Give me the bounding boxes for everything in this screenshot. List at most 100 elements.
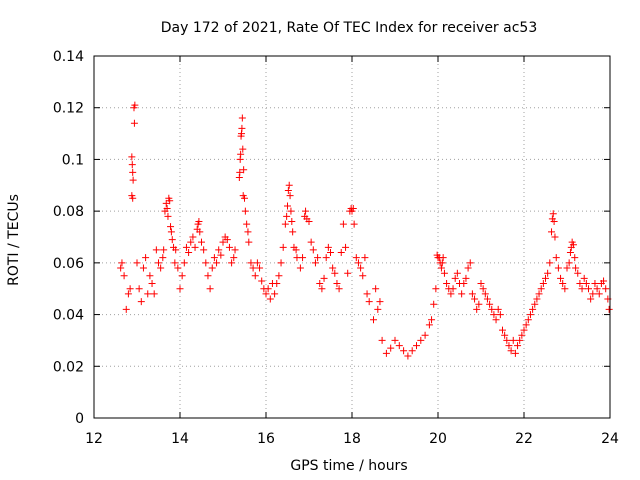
data-point xyxy=(453,269,461,277)
data-point xyxy=(289,228,297,236)
data-point xyxy=(171,259,179,267)
data-point xyxy=(126,285,134,293)
data-point xyxy=(516,336,524,344)
data-point xyxy=(458,290,466,298)
data-point xyxy=(251,272,259,280)
data-point xyxy=(475,300,483,308)
data-point xyxy=(440,269,448,277)
data-point xyxy=(150,290,158,298)
data-point xyxy=(551,233,559,241)
data-point xyxy=(376,298,384,306)
data-point xyxy=(320,274,328,282)
data-point xyxy=(359,272,367,280)
data-point xyxy=(382,349,390,357)
data-point xyxy=(361,254,369,262)
chart-title: Day 172 of 2021, Rate Of TEC Index for r… xyxy=(161,20,537,36)
data-point xyxy=(249,264,257,272)
data-point xyxy=(580,274,588,282)
data-point xyxy=(130,119,138,127)
data-point xyxy=(206,285,214,293)
data-point xyxy=(408,347,416,355)
data-point xyxy=(526,311,534,319)
data-point xyxy=(256,264,264,272)
x-axis-ticks: 12 14 16 18 20 22 24 xyxy=(85,56,619,447)
data-point xyxy=(477,280,485,288)
data-point xyxy=(264,285,272,293)
data-point xyxy=(447,290,455,298)
data-point xyxy=(488,305,496,313)
data-point xyxy=(337,249,345,257)
data-point xyxy=(230,254,238,262)
data-point xyxy=(342,243,350,251)
data-point xyxy=(238,124,246,132)
data-point xyxy=(544,269,552,277)
data-point xyxy=(288,217,296,225)
data-point xyxy=(468,290,476,298)
data-point xyxy=(262,290,270,298)
data-point xyxy=(557,274,565,282)
data-point xyxy=(213,259,221,267)
data-point xyxy=(413,342,420,350)
data-point xyxy=(324,243,332,251)
data-point xyxy=(200,246,208,254)
data-point xyxy=(602,285,610,293)
data-point xyxy=(225,243,233,251)
data-point xyxy=(198,238,205,246)
data-point xyxy=(370,316,377,324)
data-point xyxy=(168,236,176,244)
data-point xyxy=(322,254,330,262)
data-point xyxy=(296,264,304,272)
y-axis-ticks: 0 0.02 0.04 0.06 0.08 0.1 0.12 0.14 xyxy=(53,49,610,427)
data-point xyxy=(245,238,253,246)
data-point xyxy=(129,176,137,184)
data-point xyxy=(421,331,429,339)
data-point xyxy=(258,277,266,285)
data-point xyxy=(148,280,156,288)
y-tick-label: 0.04 xyxy=(53,308,84,324)
x-tick-label: 22 xyxy=(515,431,533,447)
data-point xyxy=(275,272,283,280)
data-point xyxy=(238,114,246,122)
data-point xyxy=(129,168,137,176)
data-point xyxy=(395,342,403,350)
data-point xyxy=(241,194,248,202)
data-point xyxy=(503,336,511,344)
data-point xyxy=(559,280,567,288)
data-point xyxy=(178,272,186,280)
data-point xyxy=(546,259,554,267)
data-point xyxy=(578,285,586,293)
x-axis-label: GPS time / hours xyxy=(290,458,407,474)
data-point xyxy=(593,285,601,293)
data-point xyxy=(120,272,128,280)
data-point xyxy=(462,274,470,282)
data-point xyxy=(350,220,358,228)
data-point xyxy=(271,290,279,298)
data-point xyxy=(283,212,291,220)
data-point xyxy=(490,311,498,319)
data-point xyxy=(273,280,281,288)
data-point xyxy=(466,259,474,267)
data-point xyxy=(131,101,139,109)
y-tick-label: 0 xyxy=(75,411,84,427)
data-point xyxy=(354,259,362,267)
data-point xyxy=(167,228,175,236)
data-point xyxy=(241,207,249,215)
data-point xyxy=(492,316,500,324)
data-point xyxy=(279,243,287,251)
data-point xyxy=(349,205,357,213)
data-point xyxy=(473,305,481,313)
data-point xyxy=(507,347,515,355)
data-point xyxy=(352,254,360,262)
data-point xyxy=(566,249,574,257)
data-point xyxy=(314,254,322,262)
data-point xyxy=(155,259,162,267)
x-tick-label: 14 xyxy=(171,431,189,447)
data-point xyxy=(499,326,506,334)
data-point xyxy=(571,254,579,262)
data-point xyxy=(331,269,339,277)
data-point xyxy=(518,331,526,339)
data-point xyxy=(231,246,239,254)
data-point xyxy=(481,290,489,298)
data-point xyxy=(316,280,324,288)
